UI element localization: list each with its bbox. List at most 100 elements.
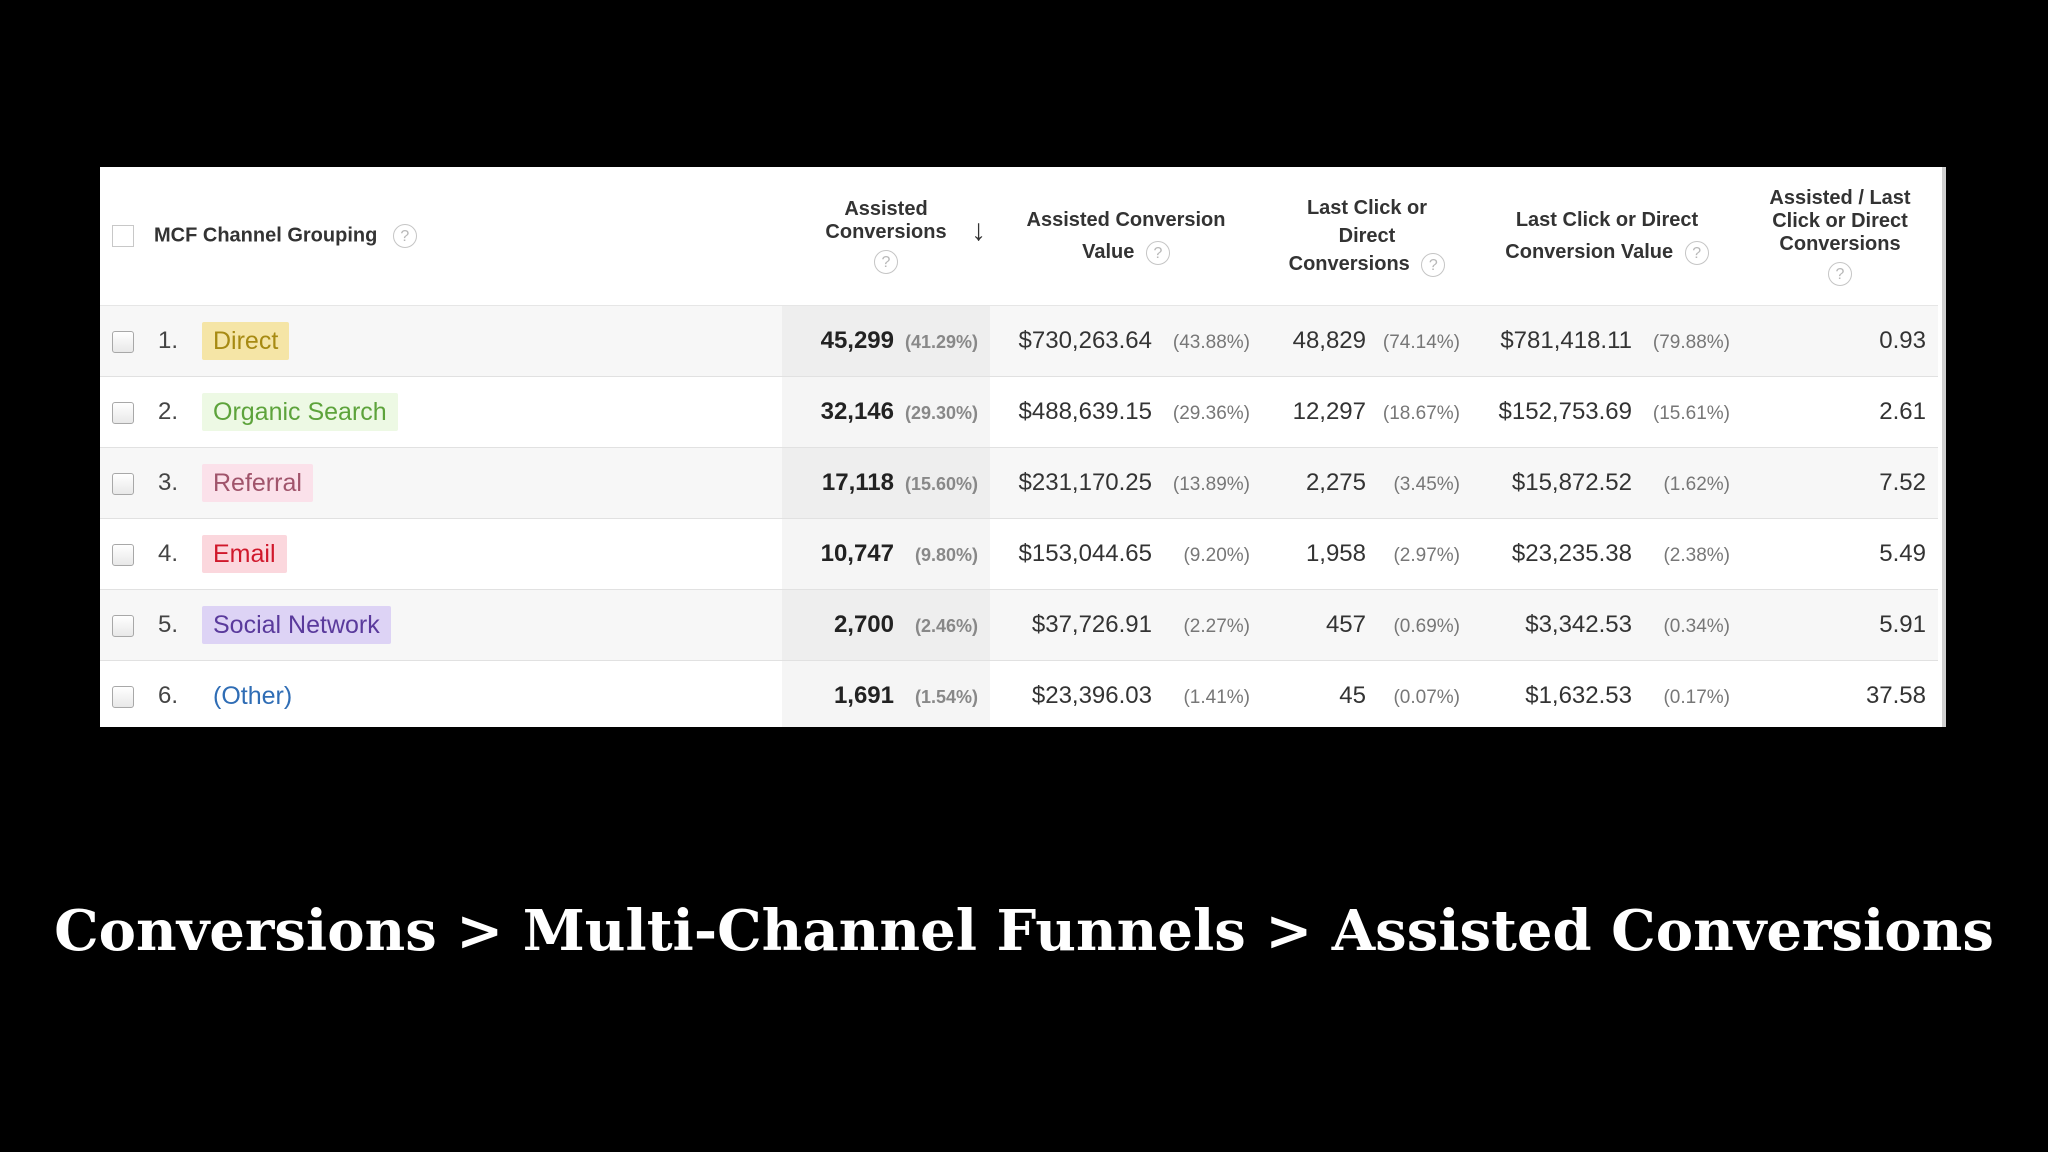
last-click-conversions-percent: (2.97%): [1393, 545, 1460, 566]
last-click-value-percent: (1.62%): [1663, 474, 1730, 495]
sort-descending-icon[interactable]: ↓: [971, 214, 986, 247]
row-checkbox[interactable]: [112, 685, 134, 708]
last-click-conversions-value: 45: [1339, 682, 1366, 709]
channel-cell: Email: [202, 518, 782, 590]
last-click-value-percent: (15.61%): [1652, 403, 1730, 424]
channel-link[interactable]: Referral: [202, 464, 313, 502]
assisted-value-percent: (29.36%): [1172, 403, 1250, 424]
last-click-value-cell: $781,418.11 (79.88%): [1472, 305, 1742, 377]
channel-cell: Direct: [202, 305, 782, 377]
help-icon[interactable]: ?: [1421, 252, 1446, 277]
help-icon[interactable]: ?: [1684, 240, 1709, 265]
assisted-value-cell: $23,396.03 (1.41%): [990, 660, 1262, 727]
channel-link[interactable]: Direct: [202, 322, 290, 360]
assisted-value: $231,170.25: [1018, 469, 1152, 496]
last-click-value-percent: (2.38%): [1663, 545, 1730, 566]
table-row[interactable]: 5. Social Network 2,700 (2.46%) $37,726.9…: [100, 589, 1938, 661]
help-icon[interactable]: ?: [1828, 261, 1852, 286]
row-number: 6.: [146, 660, 202, 727]
col-channel-label: MCF Channel Grouping: [154, 224, 378, 247]
assisted-conversions-cell: 32,146 (29.30%): [782, 376, 990, 448]
assisted-conversions-percent: (2.46%): [914, 616, 978, 636]
row-checkbox[interactable]: [112, 543, 134, 566]
last-click-value: $3,342.53: [1525, 611, 1632, 638]
row-select-cell: [100, 447, 146, 519]
table-row[interactable]: 6. (Other) 1,691 (1.54%) $23,396.03 (1.41%…: [100, 660, 1938, 727]
row-select-cell: [100, 660, 146, 727]
assisted-value: $730,263.64: [1018, 327, 1152, 354]
assisted-conversions-percent: (29.30%): [904, 403, 978, 423]
last-click-conversions-value: 1,958: [1305, 540, 1366, 567]
assisted-conversions-cell: 45,299 (41.29%): [782, 305, 990, 377]
col-last-click-value-header[interactable]: Last Click or Direct Conversion Value ?: [1472, 167, 1742, 306]
channel-link[interactable]: Organic Search: [202, 393, 398, 431]
table-row[interactable]: 4. Email 10,747 (9.80%) $153,044.65 (9.20%…: [100, 518, 1938, 590]
last-click-value: $1,632.53: [1525, 682, 1632, 709]
table-row[interactable]: 1. Direct 45,299 (41.29%) $730,263.64 (43.…: [100, 305, 1938, 377]
last-click-conversions-cell: 2,275 (3.45%): [1262, 447, 1472, 519]
assisted-value: $23,396.03: [1031, 682, 1152, 709]
table-row[interactable]: 3. Referral 17,118 (15.60%) $231,170.25 (1…: [100, 447, 1938, 519]
row-select-cell: [100, 376, 146, 448]
last-click-conversions-cell: 12,297 (18.67%): [1262, 376, 1472, 448]
assisted-conversions-cell: 17,118 (15.60%): [782, 447, 990, 519]
col-ratio-label: Assisted / Last Click or Direct Conversi…: [1769, 186, 1911, 255]
ratio-cell: 37.58: [1742, 660, 1938, 727]
last-click-value-cell: $15,872.52 (1.62%): [1472, 447, 1742, 519]
assisted-conversions-value: 10,747: [820, 540, 894, 567]
ratio-cell: 5.49: [1742, 518, 1938, 590]
row-checkbox[interactable]: [112, 614, 134, 637]
last-click-value: $23,235.38: [1511, 540, 1632, 567]
assisted-value: $37,726.91: [1031, 611, 1152, 638]
last-click-value-cell: $152,753.69 (15.61%): [1472, 376, 1742, 448]
assisted-conversions-value: 17,118: [821, 469, 894, 496]
last-click-conversions-cell: 457 (0.69%): [1262, 589, 1472, 661]
last-click-value-cell: $1,632.53 (0.17%): [1472, 660, 1742, 727]
table-row[interactable]: 2. Organic Search 32,146 (29.30%) $488,63…: [100, 376, 1938, 448]
last-click-value-cell: $3,342.53 (0.34%): [1472, 589, 1742, 661]
col-assisted-value-header[interactable]: Assisted Conversion Value ?: [990, 167, 1262, 306]
last-click-value-percent: (0.34%): [1663, 616, 1730, 637]
last-click-conversions-cell: 1,958 (2.97%): [1262, 518, 1472, 590]
channel-link[interactable]: (Other): [213, 682, 293, 710]
col-last-click-value-label: Last Click or Direct Conversion Value: [1505, 209, 1699, 263]
row-checkbox[interactable]: [112, 330, 134, 353]
last-click-conversions-percent: (74.14%): [1382, 332, 1460, 353]
assisted-conversions-value: 32,146: [820, 398, 894, 425]
last-click-conversions-value: 48,829: [1292, 327, 1366, 354]
ratio-cell: 2.61: [1742, 376, 1938, 448]
last-click-value-percent: (79.88%): [1652, 332, 1730, 353]
assisted-value: $153,044.65: [1018, 540, 1152, 567]
table-header-row: MCF Channel Grouping ? Assisted Conversi…: [100, 167, 1938, 306]
select-all-checkbox[interactable]: [112, 225, 134, 248]
help-icon[interactable]: ?: [874, 250, 898, 274]
last-click-conversions-value: 457: [1325, 611, 1366, 638]
col-last-click-conversions-header[interactable]: Last Click or Direct Conversions ?: [1262, 167, 1472, 306]
report-table-panel: MCF Channel Grouping ? Assisted Conversi…: [100, 167, 1946, 727]
last-click-value: $152,753.69: [1498, 398, 1632, 425]
last-click-value-percent: (0.17%): [1663, 687, 1730, 708]
assisted-conversions-percent: (41.29%): [904, 332, 978, 352]
assisted-value-cell: $231,170.25 (13.89%): [990, 447, 1262, 519]
assisted-conversions-cell: 2,700 (2.46%): [782, 589, 990, 661]
col-ratio-header[interactable]: Assisted / Last Click or Direct Conversi…: [1742, 167, 1938, 306]
last-click-conversions-value: 2,275: [1305, 469, 1366, 496]
last-click-conversions-percent: (0.69%): [1393, 616, 1460, 637]
row-checkbox[interactable]: [112, 472, 134, 495]
channel-link[interactable]: Social Network: [202, 606, 391, 644]
assisted-conversions-value: 45,299: [820, 327, 894, 354]
ratio-cell: 5.91: [1742, 589, 1938, 661]
col-assisted-conversions-header[interactable]: Assisted Conversions ? ↓: [782, 167, 990, 306]
col-channel-header[interactable]: MCF Channel Grouping ?: [146, 167, 782, 306]
channel-link[interactable]: Email: [202, 535, 287, 573]
last-click-conversions-percent: (3.45%): [1393, 474, 1460, 495]
row-checkbox[interactable]: [112, 401, 134, 424]
assisted-value-cell: $730,263.64 (43.88%): [990, 305, 1262, 377]
help-icon[interactable]: ?: [392, 224, 417, 248]
assisted-conversions-table: MCF Channel Grouping ? Assisted Conversi…: [100, 167, 1938, 727]
channel-cell: Referral: [202, 447, 782, 519]
channel-cell: Social Network: [202, 589, 782, 661]
help-icon[interactable]: ?: [1145, 240, 1170, 265]
last-click-conversions-cell: 48,829 (74.14%): [1262, 305, 1472, 377]
channel-cell: (Other): [202, 660, 782, 727]
